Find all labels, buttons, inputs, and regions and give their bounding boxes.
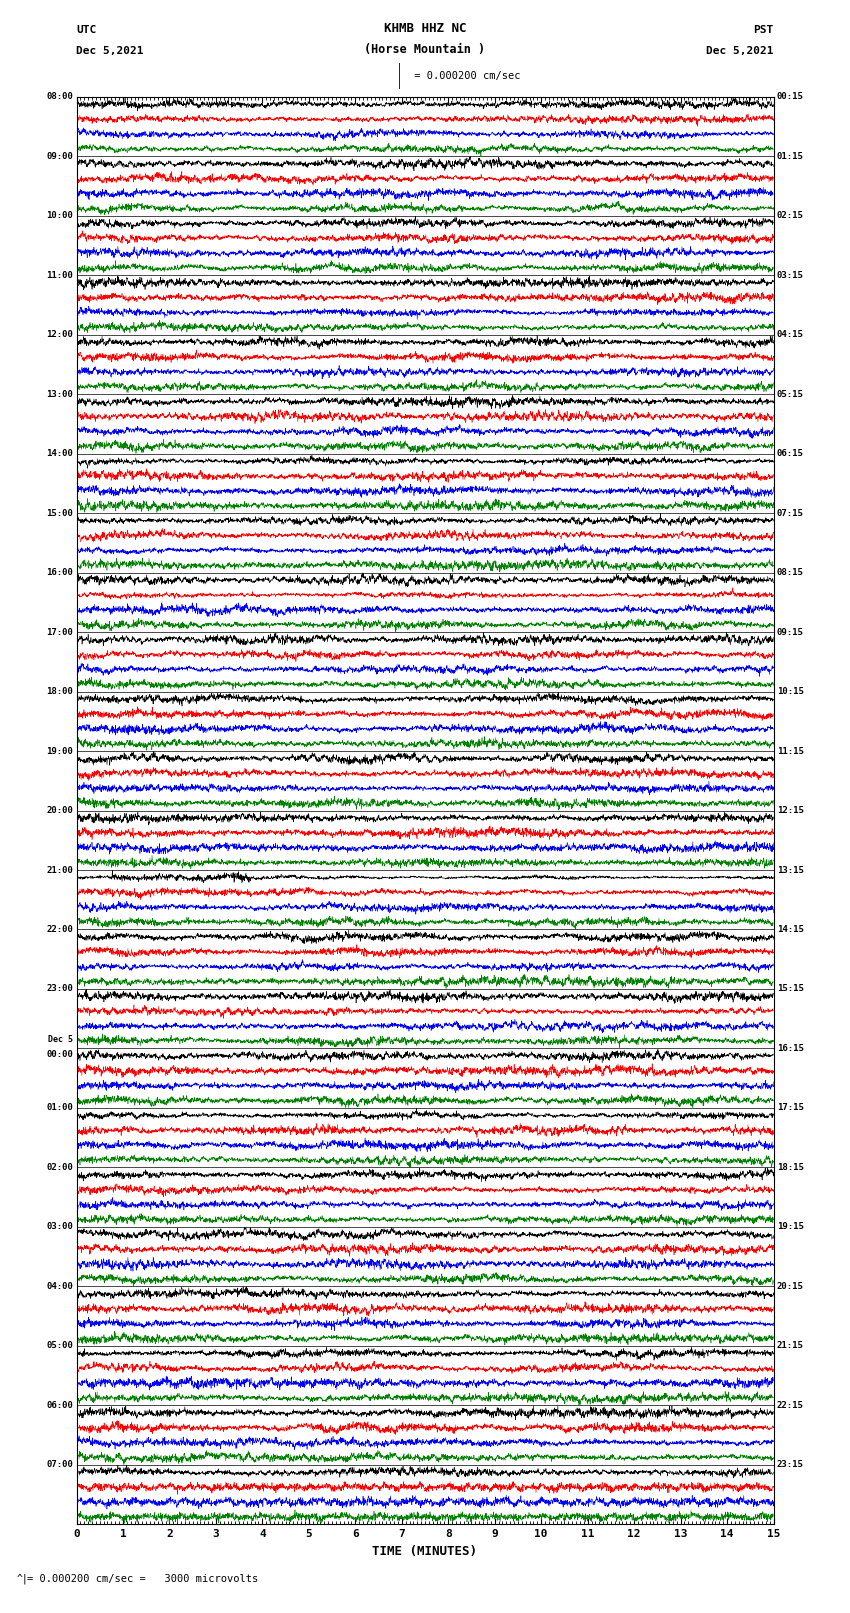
Text: = 0.000200 cm/sec: = 0.000200 cm/sec [408,71,520,81]
Text: 13:00: 13:00 [46,390,73,398]
Text: PST: PST [753,26,774,35]
Text: 21:15: 21:15 [777,1342,804,1350]
Text: 18:15: 18:15 [777,1163,804,1173]
Text: Dec 5,2021: Dec 5,2021 [706,47,774,56]
Text: 19:00: 19:00 [46,747,73,755]
Text: 17:00: 17:00 [46,627,73,637]
Text: Dec 5,2021: Dec 5,2021 [76,47,144,56]
Text: 09:00: 09:00 [46,152,73,161]
Text: 04:00: 04:00 [46,1282,73,1290]
Text: 12:15: 12:15 [777,806,804,815]
Text: 03:00: 03:00 [46,1223,73,1231]
Text: 19:15: 19:15 [777,1223,804,1231]
Text: 10:00: 10:00 [46,211,73,221]
Text: (Horse Mountain ): (Horse Mountain ) [365,44,485,56]
Text: 05:15: 05:15 [777,390,804,398]
Text: 03:15: 03:15 [777,271,804,279]
Text: 08:00: 08:00 [46,92,73,102]
Text: 16:15: 16:15 [777,1044,804,1053]
Text: UTC: UTC [76,26,97,35]
Text: 11:15: 11:15 [777,747,804,755]
Text: 20:00: 20:00 [46,806,73,815]
Text: 16:00: 16:00 [46,568,73,577]
Text: 22:15: 22:15 [777,1400,804,1410]
Text: ^|: ^| [17,1573,29,1584]
Text: 15:15: 15:15 [777,984,804,994]
Text: = 0.000200 cm/sec =   3000 microvolts: = 0.000200 cm/sec = 3000 microvolts [27,1574,258,1584]
Text: 07:15: 07:15 [777,508,804,518]
Text: 14:00: 14:00 [46,448,73,458]
Text: 06:15: 06:15 [777,448,804,458]
X-axis label: TIME (MINUTES): TIME (MINUTES) [372,1545,478,1558]
Text: 00:15: 00:15 [777,92,804,102]
Text: 08:15: 08:15 [777,568,804,577]
Text: 20:15: 20:15 [777,1282,804,1290]
Text: 17:15: 17:15 [777,1103,804,1113]
Text: KHMB HHZ NC: KHMB HHZ NC [383,23,467,35]
Text: 23:00: 23:00 [46,984,73,994]
Text: 07:00: 07:00 [46,1460,73,1469]
Text: 21:00: 21:00 [46,866,73,874]
Text: 06:00: 06:00 [46,1400,73,1410]
Text: 02:00: 02:00 [46,1163,73,1173]
Text: 22:00: 22:00 [46,924,73,934]
Text: 04:15: 04:15 [777,331,804,339]
Text: 18:00: 18:00 [46,687,73,697]
Text: 23:15: 23:15 [777,1460,804,1469]
Text: 14:15: 14:15 [777,924,804,934]
Text: 11:00: 11:00 [46,271,73,279]
Text: 13:15: 13:15 [777,866,804,874]
Text: 12:00: 12:00 [46,331,73,339]
Text: 05:00: 05:00 [46,1342,73,1350]
Text: 10:15: 10:15 [777,687,804,697]
Text: 02:15: 02:15 [777,211,804,221]
Text: 01:15: 01:15 [777,152,804,161]
Text: 00:00: 00:00 [46,1050,73,1060]
Text: 09:15: 09:15 [777,627,804,637]
Text: Dec 5: Dec 5 [48,1034,73,1044]
Text: 15:00: 15:00 [46,508,73,518]
Text: 01:00: 01:00 [46,1103,73,1113]
